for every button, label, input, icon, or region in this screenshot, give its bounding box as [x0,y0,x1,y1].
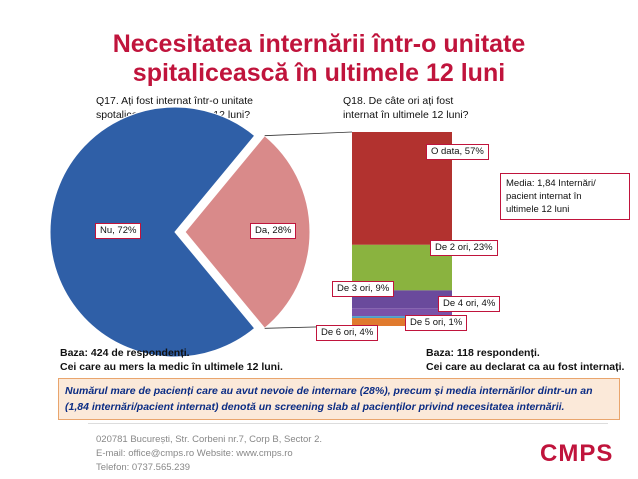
bar-label-5: De 5 ori, 1% [405,315,468,331]
media-note: Media: 1,84 Internări/ pacient internat … [500,173,630,220]
title-line-2: spitalicească în ultimele 12 luni [132,59,506,87]
title-line-1: Necesitatea internării într-o unitate [112,30,526,58]
pie-slice-nu [49,106,256,358]
footer-contact: 020781 București, Str. Corbeni nr.7, Cor… [96,433,322,475]
conclusion-line-2: (1,84 internări/pacient internat) denotă… [65,401,565,413]
footer-email: E-mail: office@cmps.ro Website: www.cmps… [96,448,293,459]
base-left-line-2: Cei care au mers la medic în ultimele 12… [60,361,283,373]
bar-label-4: De 4 ori, 4% [438,296,501,312]
pie-chart [49,106,311,358]
bar-segment-6 [352,318,452,326]
footer-divider [88,423,608,424]
stacked-bar-chart [352,132,452,326]
footer-phone: Telefon: 0737.565.239 [96,462,191,473]
bar-label-1: O data, 57% [426,144,489,160]
media-line-1: Media: 1,84 Internări/ [506,178,596,189]
bar-label-2: De 2 ori, 23% [430,240,498,256]
media-line-2: pacient internat în [506,191,582,202]
connector-top [264,131,353,137]
bar-label-6: De 6 ori, 4% [316,325,379,341]
base-right-line-2: Cei care au declarat ca au fost internaț… [426,361,625,373]
page-title: Necesitatea internării într-o unitate sp… [0,30,638,88]
base-left: Baza: 424 de respondenți. Cei care au me… [60,346,283,374]
cmps-logo: CMPS [540,440,614,467]
base-right: Baza: 118 respondenți. Cei care au decla… [426,346,624,374]
pie-slice-da [184,134,311,330]
conclusion-box: Numărul mare de pacienți care au avut ne… [58,378,620,420]
base-right-line-1: Baza: 118 respondenți. [426,347,540,359]
q17-line-1: Q17. Ați fost internat într-o unitate [96,95,254,107]
bar-segment-5 [352,316,452,319]
pie-label-da: Da, 28% [250,223,297,239]
q18-line-1: Q18. De câte ori ați fost [343,95,454,107]
base-left-line-1: Baza: 424 de respondenți. [60,347,190,359]
bar-label-3: De 3 ori, 9% [332,281,395,297]
media-line-3: ultimele 12 luni [506,204,570,215]
pie-label-nu: Nu, 72% [95,223,142,239]
conclusion-line-1: Numărul mare de pacienți care au avut ne… [65,385,593,397]
q18-line-2: internat în ultimele 12 luni? [343,109,469,121]
q18-question: Q18. De câte ori ați fost internat în ul… [343,94,469,122]
footer-address: 020781 București, Str. Corbeni nr.7, Cor… [96,434,323,445]
bar-segment-4 [352,308,452,317]
